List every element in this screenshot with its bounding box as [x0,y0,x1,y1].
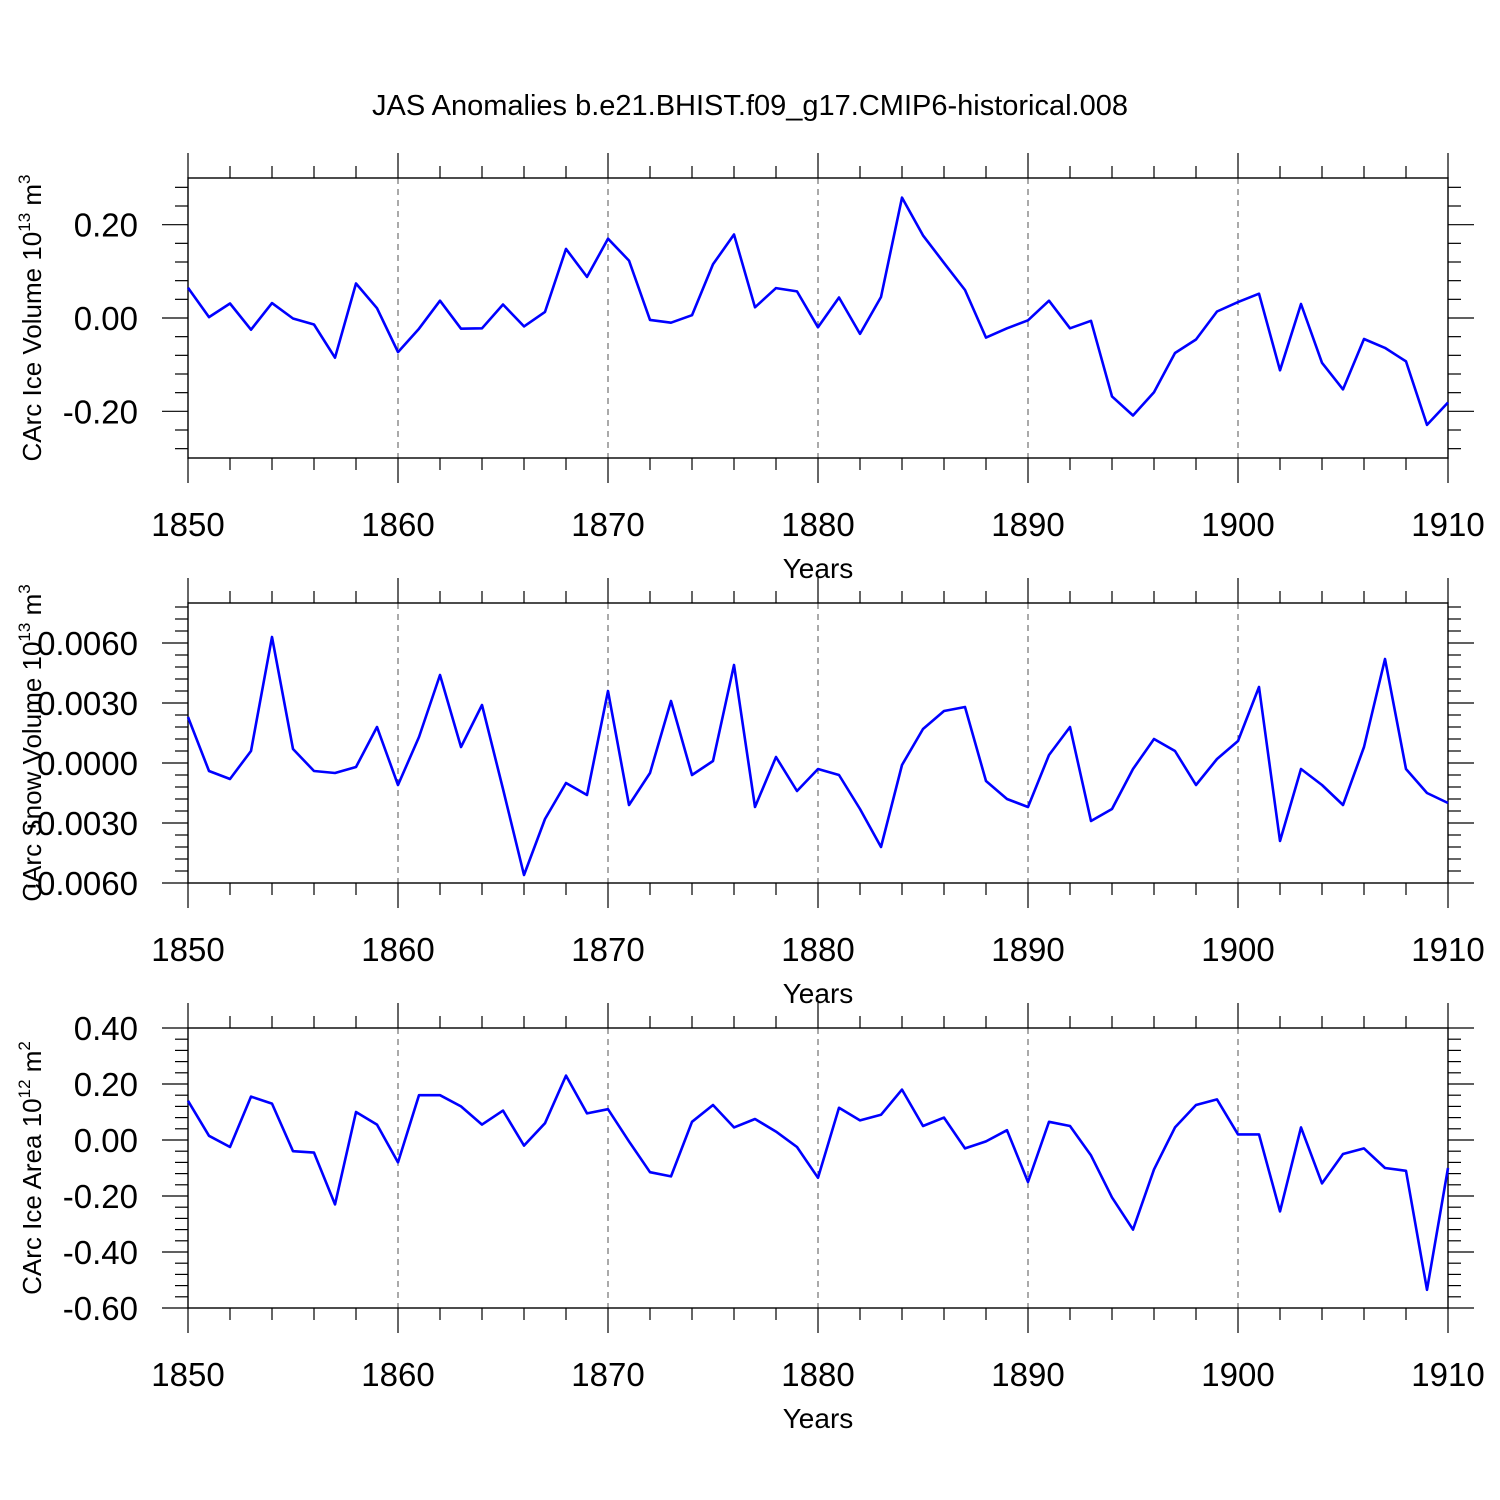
y-tick-label: 0.00 [74,300,138,337]
plot-frame [187,1027,1449,1309]
y-tick-label: 0.0000 [37,745,138,782]
plot-frame [187,602,1449,884]
x-tick-label: 1910 [1411,931,1484,968]
y-tick-label: -0.0060 [26,865,138,902]
plot-frame [187,177,1449,459]
x-tick-label: 1870 [571,506,644,543]
x-tick-label: 1860 [361,1356,434,1393]
y-tick-label: 0.0060 [37,625,138,662]
x-tick-label: 1900 [1201,1356,1274,1393]
y-tick-label: 0.00 [74,1122,138,1159]
y-tick-label: 0.20 [74,1066,138,1103]
y-tick-label: -0.60 [63,1290,138,1327]
panel-ice-area: 0.40 0.20 0.00 -0.20 -0.40 -0.60 1850 1860 1870 1… [15,1003,1485,1434]
series-line [186,635,1449,877]
series-line [186,196,1449,427]
y-tick-label: 0.0030 [37,685,138,722]
x-tick-label: 1890 [991,931,1064,968]
y-tick-label: 0.20 [74,207,138,244]
y-axis-label: CArc Ice Area 1012 m2 [15,1041,47,1295]
series-line [186,1074,1450,1292]
chart-title: JAS Anomalies b.e21.BHIST.f09_g17.CMIP6-… [372,90,1128,122]
panel-snow-volume: 0.0060 0.0030 0.0000 -0.0030 -0.0060 1850 1860… [15,578,1485,1009]
x-tick-label: 1850 [151,931,224,968]
y-tick-label: -0.20 [63,393,138,430]
y-tick-label: -0.40 [63,1234,138,1271]
x-axis-label: Years [783,1403,854,1434]
x-tick-label: 1880 [781,931,854,968]
x-tick-label: 1890 [991,506,1064,543]
x-tick-label: 1910 [1411,506,1484,543]
x-tick-label: 1880 [781,1356,854,1393]
y-tick-label: -0.20 [63,1178,138,1215]
panel-ice-volume: 0.20 0.00 -0.20 1850 1860 1870 1880 1890 1900 191… [15,153,1485,584]
y-tick-label: 0.40 [74,1010,138,1047]
y-tick-label: -0.0030 [26,805,138,842]
x-tick-label: 1900 [1201,931,1274,968]
x-tick-label: 1910 [1411,1356,1484,1393]
x-tick-label: 1850 [151,506,224,543]
x-tick-label: 1850 [151,1356,224,1393]
y-axis-label: CArc Snow Volume 1013 m3 [15,584,47,901]
x-tick-label: 1860 [361,931,434,968]
x-tick-label: 1870 [571,1356,644,1393]
x-tick-label: 1870 [571,931,644,968]
x-tick-label: 1860 [361,506,434,543]
y-axis-label: CArc Ice Volume 1013 m3 [15,174,47,461]
x-tick-label: 1890 [991,1356,1064,1393]
x-tick-label: 1900 [1201,506,1274,543]
x-tick-label: 1880 [781,506,854,543]
